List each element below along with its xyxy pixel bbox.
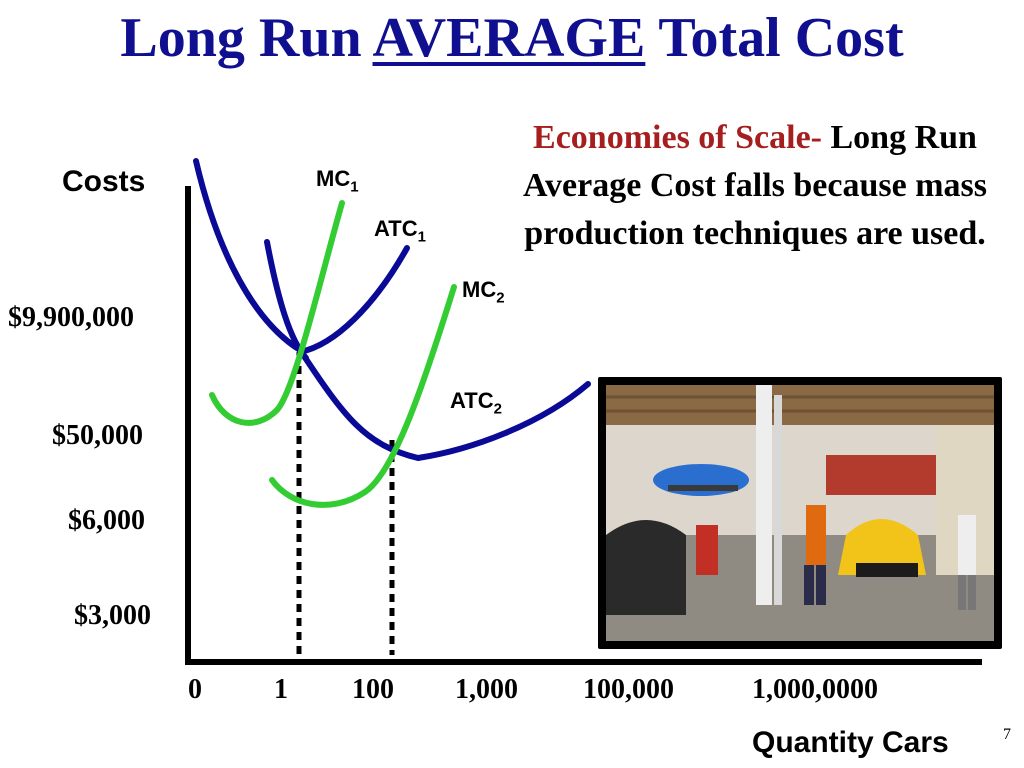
slide-title: Long Run AVERAGE Total Cost	[0, 6, 1024, 70]
x-axis-title: Quantity Cars	[752, 726, 949, 759]
atc1-curve	[297, 245, 410, 355]
y-tick-label: $9,900,000	[8, 302, 134, 333]
x-tick-label: 1	[274, 674, 288, 705]
mc1-label: MC1	[316, 166, 359, 196]
title-part-1: Long Run	[120, 7, 373, 69]
lrac-curve	[193, 158, 591, 462]
mc1-curve	[209, 200, 345, 426]
x-tick-label: 1,000,0000	[752, 674, 878, 705]
y-axis-title: Costs	[62, 165, 146, 198]
y-tick-label: $6,000	[68, 505, 145, 536]
atc2-label: ATC2	[450, 388, 502, 418]
title-emphasis: AVERAGE	[372, 7, 646, 69]
mc2-curve	[269, 284, 457, 508]
x-tick-label: 100	[352, 674, 394, 705]
car-workshop-photo	[598, 377, 1002, 649]
y-tick-label: $3,000	[74, 600, 151, 631]
y-tick-label: $50,000	[52, 420, 143, 451]
callout-body: Long Run Average Cost falls because mass…	[523, 119, 987, 252]
callout-emphasis: Economies of Scale-	[533, 119, 822, 156]
page-number: 7	[1003, 726, 1011, 743]
workshop-illustration	[606, 385, 994, 641]
title-part-2: Total Cost	[645, 7, 904, 69]
x-tick-label: 1,000	[455, 674, 518, 705]
x-tick-label: 100,000	[583, 674, 674, 705]
mc2-label: MC2	[462, 277, 505, 307]
atc1-label: ATC1	[374, 216, 426, 246]
economies-of-scale-callout: Economies of Scale- Long Run Average Cos…	[520, 114, 990, 258]
x-tick-label: 0	[188, 674, 202, 705]
